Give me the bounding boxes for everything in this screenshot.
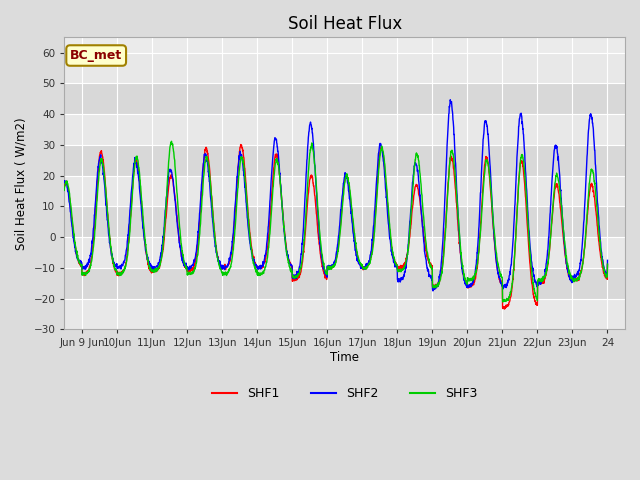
- SHF1: [596, 248, 604, 254]
- SHF2: [497, 279, 504, 285]
- Line: SHF2: SHF2: [47, 100, 607, 291]
- SHF1: [604, 262, 611, 267]
- SHF1: [500, 306, 508, 312]
- Bar: [65, 84, 625, 114]
- Bar: [65, 237, 625, 268]
- SHF3: [596, 237, 604, 243]
- SHF3: [499, 299, 507, 305]
- Bar: [65, 176, 625, 206]
- SHF2: [596, 233, 604, 239]
- SHF1: [99, 157, 107, 163]
- Bar: [65, 145, 625, 176]
- SHF1: [237, 142, 244, 147]
- SHF2: [361, 266, 369, 272]
- SHF2: [429, 288, 437, 294]
- Line: SHF3: SHF3: [47, 141, 607, 302]
- SHF1: [496, 277, 504, 283]
- SHF3: [528, 273, 536, 278]
- SHF3: [99, 161, 107, 167]
- Bar: [65, 114, 625, 145]
- SHF3: [220, 272, 228, 277]
- SHF1: [220, 264, 228, 270]
- SHF2: [99, 166, 107, 171]
- SHF1: [361, 266, 369, 272]
- SHF2: [604, 257, 611, 263]
- Line: SHF1: SHF1: [47, 144, 607, 309]
- Bar: [65, 53, 625, 84]
- SHF2: [220, 264, 228, 270]
- SHF1: [43, 266, 51, 272]
- SHF1: [528, 281, 536, 287]
- Bar: [65, 206, 625, 237]
- SHF2: [43, 262, 51, 267]
- SHF2: [447, 97, 454, 103]
- Legend: SHF1, SHF2, SHF3: SHF1, SHF2, SHF3: [207, 382, 482, 405]
- Y-axis label: Soil Heat Flux ( W/m2): Soil Heat Flux ( W/m2): [15, 117, 28, 250]
- SHF3: [496, 271, 504, 277]
- SHF2: [528, 263, 536, 269]
- SHF3: [604, 261, 611, 267]
- X-axis label: Time: Time: [330, 351, 359, 364]
- SHF3: [168, 138, 175, 144]
- Bar: [65, 299, 625, 329]
- Title: Soil Heat Flux: Soil Heat Flux: [287, 15, 402, 33]
- SHF3: [43, 265, 51, 271]
- Text: BC_met: BC_met: [70, 49, 122, 62]
- SHF3: [361, 266, 369, 272]
- Bar: [65, 268, 625, 299]
